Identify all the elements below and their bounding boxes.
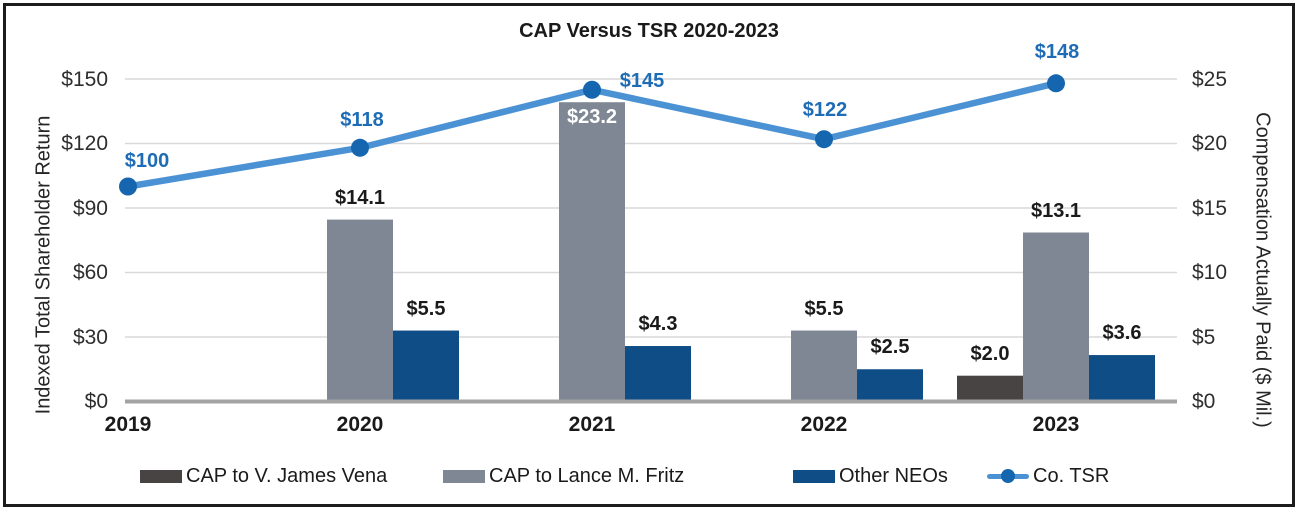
- right-tick-label: $0: [1192, 390, 1216, 413]
- left-tick-label: $120: [61, 132, 108, 155]
- left-tick-label: $30: [72, 325, 108, 349]
- legend-item-cap-to-lance-m-fritz: CAP to Lance M. Fritz: [443, 462, 684, 490]
- bar-value-label: $2.0: [970, 342, 1010, 365]
- bar-other-neos-2023: [1089, 355, 1155, 402]
- right-tick-label: $20: [1192, 132, 1228, 155]
- bar-cap-to-v-james-vena-2023: [957, 375, 1023, 402]
- bar-value-label: $3.6: [1102, 322, 1142, 345]
- right-tick-label: $10: [1192, 261, 1228, 284]
- bar-cap-to-lance-m-fritz-2022: [791, 330, 857, 402]
- tsr-value-label: $118: [340, 108, 384, 131]
- tsr-value-label: $100: [124, 149, 170, 172]
- x-tick-label-2019: 2019: [104, 413, 152, 436]
- left-tick-label: $90: [72, 196, 108, 220]
- legend-item-other-neos: Other NEOs: [793, 462, 948, 490]
- legend-swatch-icon: [793, 469, 835, 483]
- legend-item-co-tsr: Co. TSR: [987, 462, 1109, 490]
- bar-cap-to-lance-m-fritz-2020: [327, 219, 393, 402]
- bar-value-label: $5.5: [804, 297, 844, 320]
- left-tick-label: $0: [84, 390, 108, 413]
- tsr-marker-2019: [119, 177, 137, 196]
- bar-value-label: $23.2: [566, 106, 618, 129]
- tsr-marker-2021: [583, 80, 601, 99]
- legend-swatch-icon: [443, 469, 485, 483]
- legend-label: CAP to V. James Vena: [186, 464, 388, 487]
- x-tick-label-2023: 2023: [1032, 413, 1080, 436]
- x-tick-label-2021: 2021: [568, 413, 616, 436]
- tsr-marker-2022: [815, 130, 833, 149]
- tsr-marker-2023: [1047, 74, 1065, 93]
- tsr-value-label: $148: [1034, 41, 1080, 64]
- bar-other-neos-2022: [857, 369, 923, 402]
- left-tick-label: $150: [61, 67, 108, 91]
- bar-other-neos-2020: [393, 330, 459, 402]
- legend-line-marker-icon: [987, 469, 1029, 483]
- bar-other-neos-2021: [625, 346, 691, 402]
- legend-label: Other NEOs: [839, 464, 948, 487]
- legend-swatch-icon: [140, 469, 182, 483]
- x-tick-label-2020: 2020: [336, 413, 384, 436]
- right-tick-label: $15: [1192, 196, 1228, 220]
- tsr-marker-2020: [351, 138, 369, 157]
- bar-value-label: $2.5: [870, 336, 910, 359]
- bar-value-label: $4.3: [638, 313, 678, 336]
- legend-item-cap-to-v-james-vena: CAP to V. James Vena: [140, 462, 387, 490]
- tsr-value-label: $122: [802, 99, 848, 122]
- chart-title: CAP Versus TSR 2020-2023: [519, 20, 779, 42]
- bar-value-label: $5.5: [406, 297, 446, 320]
- legend-label: Co. TSR: [1033, 464, 1110, 487]
- bar-value-label: $14.1: [334, 186, 386, 209]
- left-tick-label: $60: [72, 261, 108, 284]
- bar-value-label: $13.1: [1030, 199, 1082, 222]
- bar-cap-to-lance-m-fritz-2021: [559, 102, 625, 402]
- right-tick-label: $5: [1192, 325, 1216, 349]
- bar-cap-to-lance-m-fritz-2023: [1023, 232, 1089, 402]
- right-tick-label: $25: [1192, 67, 1228, 91]
- tsr-value-label: $145: [619, 69, 665, 92]
- x-tick-label-2022: 2022: [800, 413, 848, 436]
- legend-label: CAP to Lance M. Fritz: [489, 464, 685, 487]
